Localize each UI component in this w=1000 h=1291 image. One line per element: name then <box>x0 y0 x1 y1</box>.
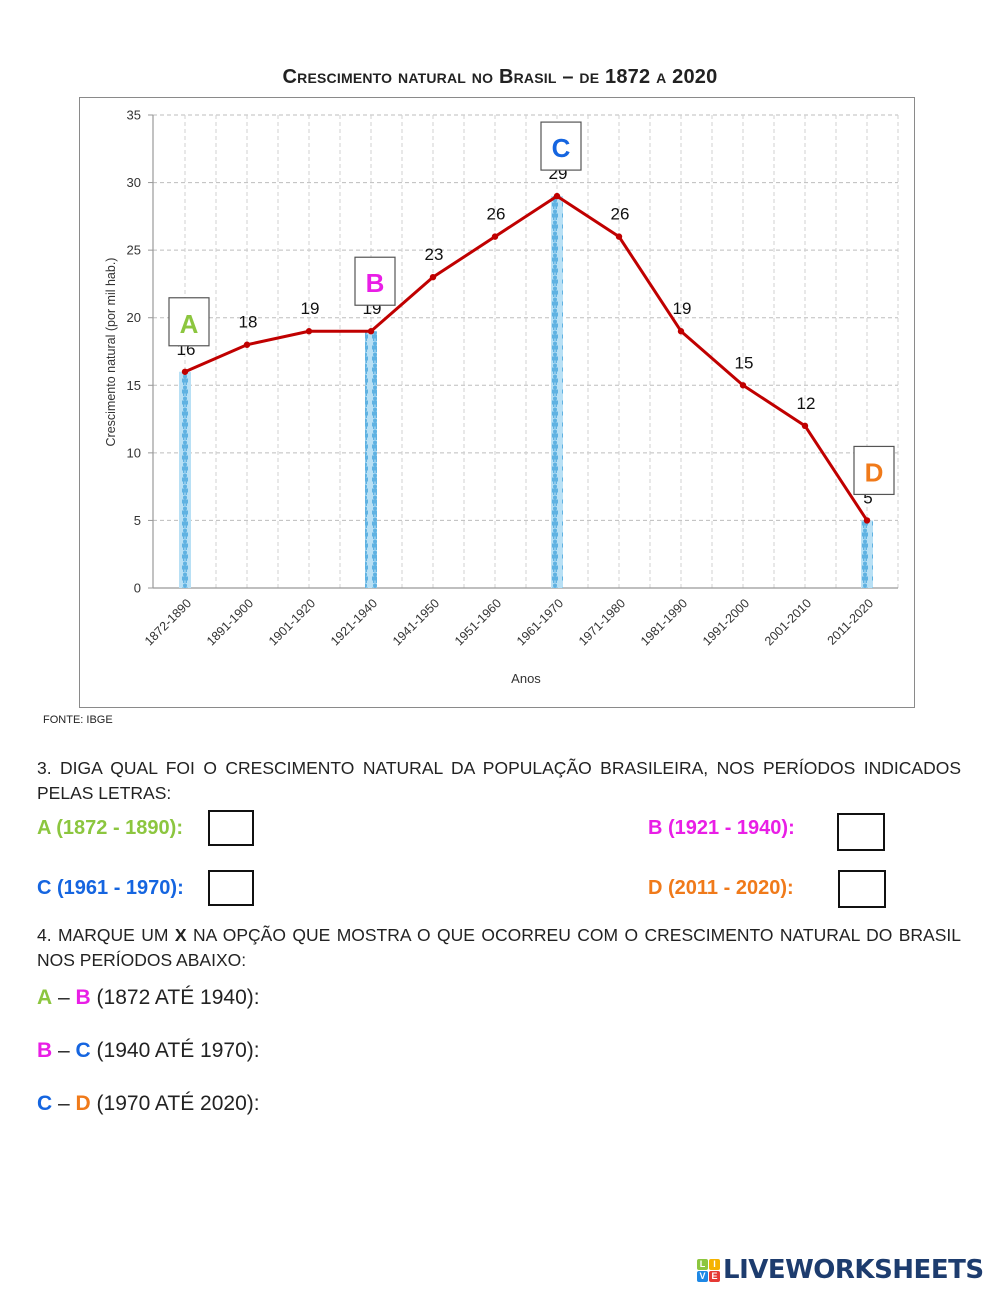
answer-b-input[interactable] <box>837 813 885 851</box>
option-period: (1872 ATÉ 1940): <box>90 986 260 1009</box>
data-label: 15 <box>735 353 754 372</box>
data-label: 23 <box>425 245 444 264</box>
question-4-text: 4. MARQUE UM X NA OPÇÃO QUE MOSTRA O QUE… <box>37 923 961 973</box>
q4-text-start: 4. MARQUE UM <box>37 925 175 945</box>
marker-a: A <box>180 309 199 339</box>
option-letter: C <box>75 1039 91 1062</box>
answer-d-input[interactable] <box>838 870 886 908</box>
highlight-bar-a <box>179 371 191 588</box>
x-tick-label: 1921-1940 <box>328 596 380 648</box>
data-point <box>243 341 251 348</box>
option-letter: B <box>37 1039 53 1062</box>
y-tick-label: 25 <box>127 243 141 258</box>
liveworksheets-logo: L I V E LIVEWORKSHEETS <box>697 1255 984 1285</box>
option-dash: – <box>52 986 76 1009</box>
x-tick-label: 1971-1980 <box>576 596 628 648</box>
logo-tile: I <box>709 1258 720 1270</box>
highlight-bar-d <box>861 520 873 588</box>
logo-tile: V <box>697 1270 708 1282</box>
data-point <box>367 328 375 335</box>
option-b-c[interactable]: B – C (1940 ATÉ 1970): <box>37 1039 260 1063</box>
data-point <box>863 517 871 524</box>
data-point <box>677 328 685 335</box>
data-point <box>305 328 313 335</box>
data-label: 19 <box>301 299 320 318</box>
x-tick-label: 1961-1970 <box>514 596 566 648</box>
data-point <box>429 273 437 281</box>
x-tick-label: 1951-1960 <box>452 596 504 648</box>
highlight-bar-b <box>365 331 377 588</box>
option-period: (1940 ATÉ 1970): <box>90 1039 260 1062</box>
x-tick-label: 1941-1950 <box>390 596 442 648</box>
answer-c-label: C (1961 - 1970): <box>37 877 184 899</box>
x-axis-label: Anos <box>511 671 541 686</box>
x-tick-label: 2011-2020 <box>825 596 877 648</box>
option-c-d[interactable]: C – D (1970 ATÉ 2020): <box>37 1092 260 1116</box>
data-point <box>739 382 747 389</box>
data-label: 26 <box>611 205 630 224</box>
highlight-bars <box>179 196 873 589</box>
y-axis-label: Crescimento natural (por mil hab.) <box>104 258 118 447</box>
answer-d-label: D (2011 - 2020): <box>648 877 794 899</box>
y-tick-label: 0 <box>134 581 141 596</box>
x-tick-label: 1981-1990 <box>638 596 690 648</box>
data-point <box>491 233 499 240</box>
x-tick-label: 1891-1900 <box>204 596 256 648</box>
data-point <box>615 233 623 240</box>
highlight-bar-c <box>551 196 563 589</box>
answer-c-input[interactable] <box>208 870 254 906</box>
x-tick-label: 1872-1890 <box>142 596 194 648</box>
logo-tile: E <box>709 1270 720 1282</box>
logo-text: LIVEWORKSHEETS <box>723 1255 984 1285</box>
answer-a-input[interactable] <box>208 810 254 846</box>
option-letter: A <box>37 986 53 1009</box>
y-tick-label: 10 <box>127 445 141 460</box>
chart-grid <box>153 114 899 588</box>
option-dash: – <box>52 1039 76 1062</box>
y-tick-label: 30 <box>127 175 141 190</box>
question-3-text: 3. DIGA QUAL FOI O CRESCIMENTO NATURAL D… <box>37 758 961 803</box>
chart-frame <box>79 97 915 708</box>
data-point <box>553 192 561 200</box>
data-label: 18 <box>239 313 258 332</box>
data-label: 26 <box>487 205 506 224</box>
data-line <box>181 192 871 524</box>
x-tick-label: 1991-2000 <box>700 596 752 648</box>
data-point <box>181 368 189 375</box>
data-label: 12 <box>797 394 816 413</box>
y-tick-label: 15 <box>127 378 141 393</box>
data-label: 19 <box>673 299 692 318</box>
q4-x-mark: X <box>174 925 187 945</box>
y-tick-label: 20 <box>127 310 141 325</box>
letter-markers: A B C D <box>168 121 895 496</box>
x-tick-label: 2001-2010 <box>762 596 814 648</box>
x-tick-labels: 1872-1890 1891-1900 1901-1920 1921-1940 1941… <box>142 596 876 648</box>
answer-a-label: A (1872 - 1890): <box>37 817 183 839</box>
logo-tiles-icon: L I V E <box>697 1258 720 1282</box>
option-period: (1970 ATÉ 2020): <box>90 1092 260 1115</box>
option-letter: C <box>37 1092 53 1115</box>
option-a-b[interactable]: A – B (1872 ATÉ 1940): <box>37 986 260 1010</box>
data-point <box>801 422 809 430</box>
option-letter: D <box>75 1092 91 1115</box>
answer-b-label: B (1921 - 1940): <box>648 817 795 839</box>
option-dash: – <box>52 1092 76 1115</box>
logo-tile: L <box>697 1258 708 1270</box>
option-letter: B <box>75 986 91 1009</box>
marker-c: C <box>552 133 571 163</box>
source-note: FONTE: IBGE <box>43 714 113 726</box>
chart-axes: 0 5 10 15 20 25 30 35 <box>127 108 898 596</box>
y-tick-label: 35 <box>127 108 141 123</box>
data-label: 5 <box>863 488 872 507</box>
marker-b: B <box>366 268 385 298</box>
chart-title: Crescimento natural no Brasil – de 1872 … <box>282 66 718 88</box>
q4-text-end: NA OPÇÃO QUE MOSTRA O QUE OCORREU COM O … <box>37 925 961 970</box>
marker-d: D <box>865 457 884 487</box>
x-tick-label: 1901-1920 <box>266 596 318 648</box>
y-tick-label: 5 <box>134 513 141 528</box>
